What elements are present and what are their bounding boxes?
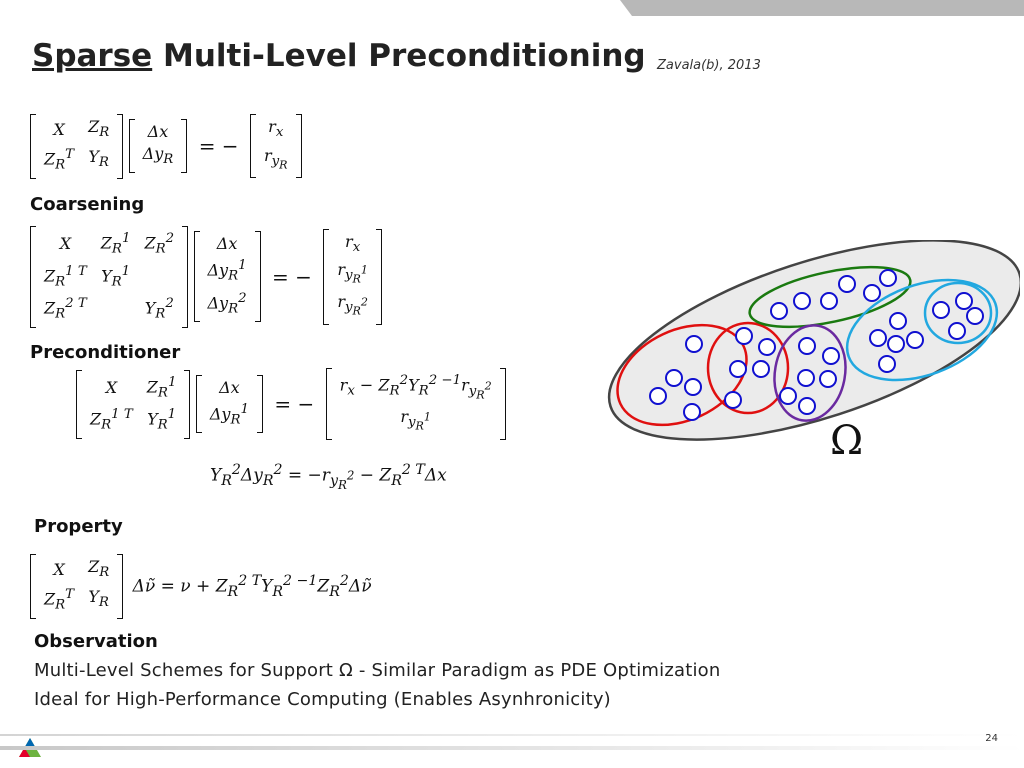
node [948, 322, 966, 340]
graph-nodes [649, 269, 984, 421]
equation-property: X ZR ZRT YR Δν̃ = ν + ZR2 TYR2 −1ZR2Δν̃ [30, 554, 372, 619]
node [735, 327, 753, 345]
node [887, 335, 905, 353]
node [878, 355, 896, 373]
cyan-partition-outer [845, 278, 999, 382]
node [665, 369, 683, 387]
node [889, 312, 907, 330]
node [770, 302, 788, 320]
node [955, 292, 973, 310]
node [685, 335, 703, 353]
footer-rule-top [0, 734, 1024, 736]
title-rest: Multi-Level Preconditioning [163, 38, 646, 74]
section-property: Property [34, 516, 123, 537]
equation-schur: YR2ΔyR2 = −ryR2 − ZR2 TΔx [210, 462, 447, 492]
page-number: 24 [985, 733, 998, 744]
node [822, 347, 840, 365]
page-title: Sparse Multi-Level Preconditioning [32, 38, 646, 74]
node [729, 360, 747, 378]
node [838, 275, 856, 293]
multilevel-partition-diagram [607, 240, 1020, 441]
node [684, 378, 702, 396]
equation-preconditioner: X ZR1 ZR1 T YR1 Δx ΔyR1 = − rx − ZR2YR2 −1r… [76, 368, 506, 441]
node [863, 284, 881, 302]
observation-line-1: Multi-Level Schemes for Support Ω - Simi… [34, 660, 721, 681]
node [869, 329, 887, 347]
node [820, 292, 838, 310]
node [793, 292, 811, 310]
node [798, 397, 816, 415]
section-preconditioner: Preconditioner [30, 342, 181, 363]
section-coarsening: Coarsening [30, 194, 145, 215]
node [932, 301, 950, 319]
node [966, 307, 984, 325]
observation-line-2: Ideal for High-Performance Computing (En… [34, 689, 611, 710]
node [819, 370, 837, 388]
red-partition-right [706, 321, 790, 415]
citation: Zavala(b), 2013 [657, 58, 761, 73]
node [752, 360, 770, 378]
node [758, 338, 776, 356]
node [649, 387, 667, 405]
purple-partition [773, 324, 847, 422]
footer-rule-bottom [0, 746, 1024, 750]
title-underlined-word: Sparse [32, 38, 153, 74]
red-partition-left [616, 323, 748, 427]
node [724, 391, 742, 409]
node [683, 403, 701, 421]
node [797, 369, 815, 387]
node [798, 337, 816, 355]
equation-kkt-system: X ZR ZRT YR Δx ΔyR = − rx ryR [30, 114, 302, 179]
omega-label: Ω [830, 418, 864, 464]
header-decoration-bar [620, 0, 1024, 16]
node [879, 269, 897, 287]
cyan-partition-inner [923, 281, 993, 345]
section-observation: Observation [34, 631, 158, 652]
equation-coarsening: X ZR1 ZR2 ZR1 T YR1 ZR2 T YR2 Δx ΔyR1 ΔyR2 = −… [30, 226, 382, 328]
node [906, 331, 924, 349]
green-partition [748, 265, 912, 329]
node [779, 387, 797, 405]
